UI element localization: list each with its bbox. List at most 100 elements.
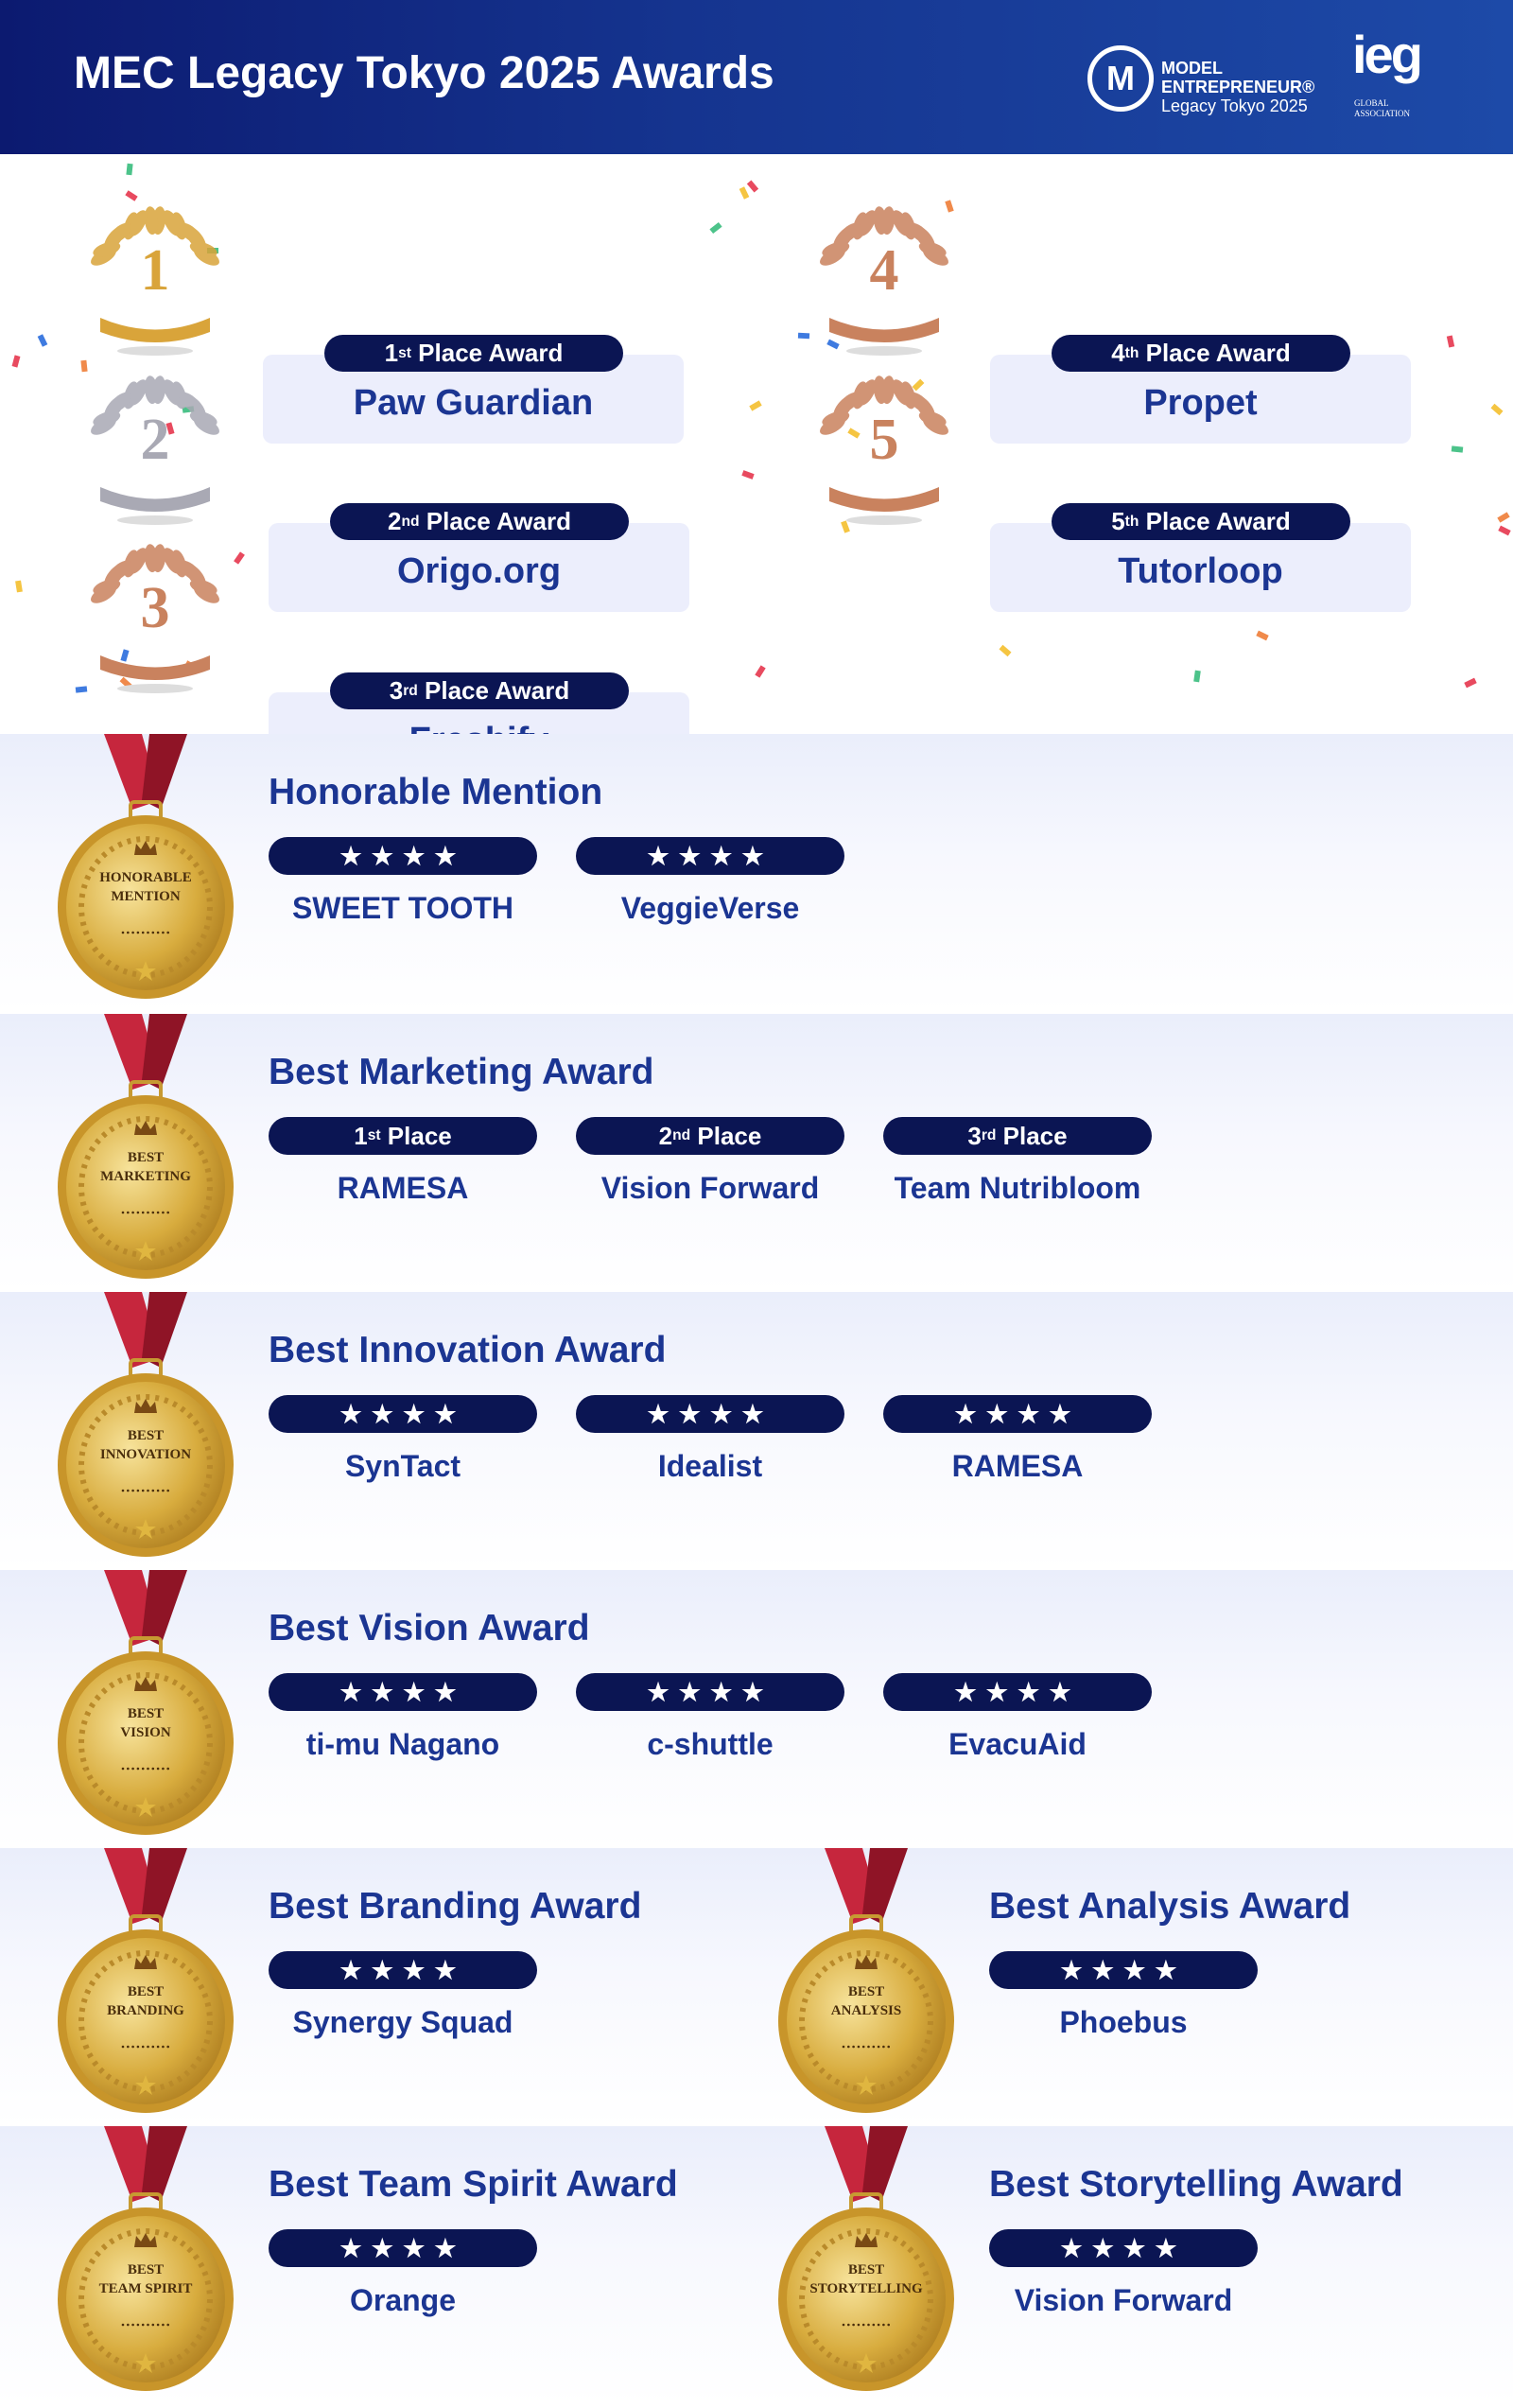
award-title: Best Vision Award xyxy=(269,1608,590,1649)
ieg-logo: ieg xyxy=(1352,25,1423,84)
place-ordinal: 5 xyxy=(1111,507,1125,535)
winner-name: Phoebus xyxy=(1059,2005,1188,2039)
medal-inscription: BRANDING xyxy=(107,2003,184,2018)
place-label: Place Award xyxy=(410,339,564,367)
medal-inscription: VISION xyxy=(120,1725,171,1740)
medal-inscription: BEST xyxy=(127,1706,165,1721)
stars-badge: ★★★★ xyxy=(883,1673,1152,1711)
rating-stars-icon: ★★★★ xyxy=(339,841,466,870)
stars-badge: ★★★★ xyxy=(576,1673,844,1711)
confetti-piece xyxy=(1490,404,1504,416)
confetti-piece xyxy=(1447,335,1455,348)
confetti-piece xyxy=(1497,512,1510,523)
confetti-piece xyxy=(234,551,246,565)
award-section: BEST TEAM SPIRIT Best Team Spirit Award ★★★… xyxy=(0,2126,1513,2404)
place-label: Place Award xyxy=(1139,339,1291,367)
stars-badge: ★★★★ xyxy=(269,2229,537,2267)
gold-medal-icon: BEST STORYTELLING xyxy=(775,2126,955,2391)
laurel-number: 5 xyxy=(869,408,899,472)
laurel-wreath-4-icon: 4 xyxy=(809,200,960,356)
winner-name: VeggieVerse xyxy=(620,891,800,925)
medal-inscription: ANALYSIS xyxy=(830,2003,902,2018)
medal-inscription: BEST xyxy=(127,1984,165,1999)
gold-medal-icon: BEST MARKETING xyxy=(55,1014,235,1279)
award-title: Honorable Mention xyxy=(269,772,603,812)
stars-badge: ★★★★ xyxy=(269,1395,537,1433)
place-label: Place Award xyxy=(417,676,570,705)
medal-inscription: STORYTELLING xyxy=(809,2281,923,2296)
confetti-piece xyxy=(755,665,766,678)
winner-name: RAMESA xyxy=(337,1171,469,1205)
winner-name: Vision Forward xyxy=(1014,2283,1233,2317)
stars-badge: ★★★★ xyxy=(989,2229,1258,2267)
place-ordinal: 3 xyxy=(967,1121,982,1150)
confetti-piece xyxy=(1256,630,1269,641)
stars-badge: ★★★★ xyxy=(269,837,537,875)
stars-badge: ★★★★ xyxy=(269,1673,537,1711)
award-section: BEST VISION Best Vision Award ★★★★ ti-mu Nag… xyxy=(0,1570,1513,1848)
gold-medal-icon: BEST BRANDING xyxy=(55,1848,235,2113)
place-ordinal: 1 xyxy=(384,339,399,367)
rating-stars-icon: ★★★★ xyxy=(647,1677,774,1706)
confetti-piece xyxy=(37,334,47,347)
award-section: BEST BRANDING Best Branding Award ★★★★ Syner… xyxy=(0,1848,1513,2126)
rating-stars-icon: ★★★★ xyxy=(339,1955,466,1984)
laurel-wreath-3-icon: 3 xyxy=(79,537,231,693)
medal-inscription: HONORABLE xyxy=(99,870,192,885)
laurel-wreath-5-icon: 5 xyxy=(809,369,960,525)
award-title: Best Branding Award xyxy=(269,1886,642,1927)
logo-line: MODEL xyxy=(1161,59,1223,78)
laurel-number: 4 xyxy=(869,238,899,303)
rating-stars-icon: ★★★★ xyxy=(1060,1955,1187,1984)
confetti-piece xyxy=(749,400,762,411)
place-label: Place xyxy=(380,1121,452,1150)
winner-name: Idealist xyxy=(657,1449,763,1483)
laurel-number: 1 xyxy=(140,238,170,303)
ieg-logo-mark: ieg xyxy=(1352,25,1423,84)
place-label: Place Award xyxy=(1139,507,1291,535)
laurel-wreath-2-icon: 2 xyxy=(79,369,231,525)
award-title: Best Storytelling Award xyxy=(989,2164,1403,2205)
place-label: Place Award xyxy=(419,507,571,535)
confetti-piece xyxy=(1192,670,1201,683)
confetti-piece xyxy=(708,221,722,235)
winner-name: EvacuAid xyxy=(948,1727,1087,1761)
laurel-number: 3 xyxy=(140,576,170,640)
winner-name: Tutorloop xyxy=(1118,551,1283,591)
stars-badge: ★★★★ xyxy=(576,837,844,875)
stars-badge: ★★★★ xyxy=(576,1395,844,1433)
logo-line: ENTREPRENEUR® xyxy=(1161,78,1315,96)
model-entrepreneur-logo-text: MODEL ENTREPRENEUR® Legacy Tokyo 2025 xyxy=(1161,59,1314,115)
winner-name: Synergy Squad xyxy=(292,2005,513,2039)
place-label: Place xyxy=(690,1121,762,1150)
logo-line: Legacy Tokyo 2025 xyxy=(1161,96,1308,115)
confetti-piece xyxy=(126,163,133,175)
medal-inscription: BEST xyxy=(127,1428,165,1443)
award-title: Best Innovation Award xyxy=(269,1330,667,1370)
rating-stars-icon: ★★★★ xyxy=(647,1399,774,1428)
rating-stars-icon: ★★★★ xyxy=(954,1399,1081,1428)
page-title: MEC Legacy Tokyo 2025 Awards xyxy=(74,48,774,98)
winner-name: Team Nutribloom xyxy=(894,1171,1141,1205)
award-title: Best Marketing Award xyxy=(269,1052,654,1092)
confetti-piece xyxy=(747,180,759,193)
award-title: Best Team Spirit Award xyxy=(269,2164,678,2205)
model-entrepreneur-logo: M xyxy=(1087,45,1154,112)
medal-inscription: BEST xyxy=(127,2262,165,2277)
winner-name: RAMESA xyxy=(951,1449,1084,1483)
confetti-piece xyxy=(1451,445,1464,453)
winner-name: Vision Forward xyxy=(600,1171,820,1205)
rating-stars-icon: ★★★★ xyxy=(954,1677,1081,1706)
rating-stars-icon: ★★★★ xyxy=(339,1677,466,1706)
stars-badge: ★★★★ xyxy=(883,1395,1152,1433)
